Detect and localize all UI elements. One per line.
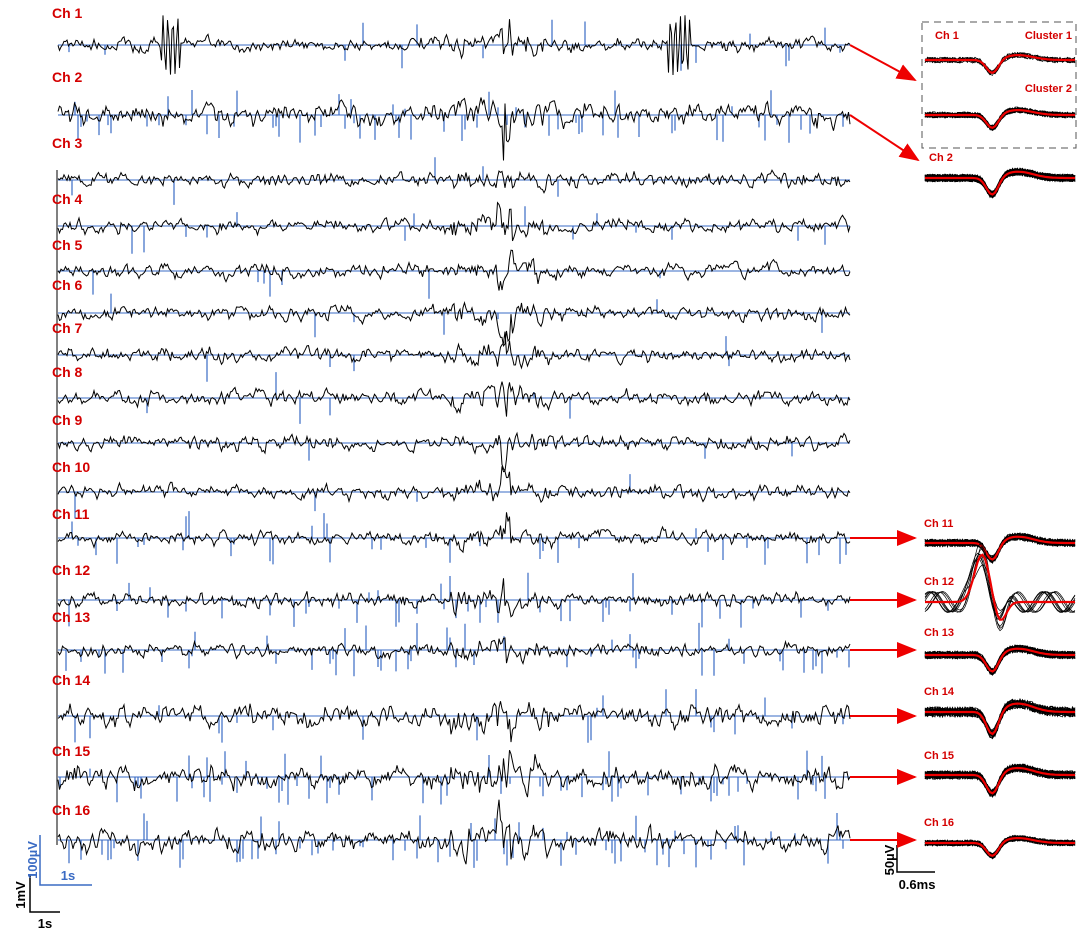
scale-bar-raw <box>39 835 92 886</box>
raw-trace <box>74 474 631 519</box>
arrow <box>849 44 917 81</box>
spike-label: Ch 1 <box>935 30 959 42</box>
spike-waveform <box>924 701 1076 738</box>
trace <box>57 799 851 865</box>
arrow <box>849 114 920 162</box>
channel-label: Ch 8 <box>52 364 83 380</box>
spike-waveform <box>924 644 1076 674</box>
raw-trace <box>146 372 571 424</box>
trace <box>57 750 851 798</box>
mean-waveform <box>925 837 1075 857</box>
raw-trace <box>110 293 823 338</box>
channel-label: Ch 2 <box>52 69 83 85</box>
spike-label: Ch 13 <box>924 627 954 639</box>
spike-label: Ch 14 <box>924 686 955 698</box>
scale-time: 1s <box>38 916 52 931</box>
spike-waveform <box>924 167 1076 193</box>
channel-label: Ch 3 <box>52 135 83 151</box>
spike-label: Ch 12 <box>924 576 954 588</box>
trace <box>57 15 851 76</box>
trace <box>57 701 851 743</box>
channel-label: Ch 1 <box>52 5 83 21</box>
spike-waveform <box>924 53 1076 74</box>
cluster-box <box>921 21 1077 149</box>
spike-label: Ch 11 <box>924 518 953 530</box>
trace <box>57 466 851 504</box>
trace <box>57 637 851 666</box>
mean-waveform <box>925 647 1075 673</box>
mean-waveform <box>925 535 1075 561</box>
channel-label: Ch 7 <box>52 320 83 336</box>
raw-trace <box>92 271 661 299</box>
spike-label: Ch 15 <box>924 750 954 762</box>
raw-trace <box>59 750 826 805</box>
mean-waveform <box>925 766 1075 795</box>
channel-label: Ch 9 <box>52 412 83 428</box>
spike-waveform <box>924 532 1076 563</box>
trace <box>57 578 851 618</box>
raw-trace <box>206 336 730 382</box>
raw-trace <box>65 622 850 677</box>
trace <box>57 249 851 291</box>
raw-trace <box>308 443 793 461</box>
scale-voltage: 100µV <box>25 841 40 879</box>
channel-label: Ch 11 <box>52 506 90 522</box>
channel-label: Ch 14 <box>52 672 90 688</box>
scale-bar-spike <box>896 845 935 873</box>
trace <box>57 331 851 370</box>
spike-waveform <box>925 645 1076 675</box>
trace <box>57 169 851 194</box>
mean-waveform <box>925 553 1075 621</box>
channel-label: Ch 15 <box>52 743 90 759</box>
trace <box>57 381 851 417</box>
channel-label: Ch 12 <box>52 562 90 578</box>
cluster-label: Cluster 2 <box>1025 83 1072 95</box>
scale-bar-filtered <box>29 875 60 913</box>
mean-waveform <box>925 170 1075 196</box>
channel-label: Ch 13 <box>52 609 90 625</box>
trace <box>57 97 851 161</box>
scale-voltage: 50µV <box>882 844 897 875</box>
trace <box>57 512 851 554</box>
scale-time: 1s <box>61 868 75 883</box>
raw-trace <box>71 511 847 565</box>
trace <box>57 431 851 473</box>
channel-label: Ch 5 <box>52 237 83 253</box>
spike-label: Ch 2 <box>929 152 953 164</box>
channel-label: Ch 4 <box>52 191 83 207</box>
mean-waveform <box>925 54 1075 74</box>
scale-time: 0.6ms <box>899 877 936 892</box>
spike-waveform <box>924 564 1076 613</box>
raw-trace <box>131 206 826 254</box>
scale-voltage: 1mV <box>13 881 28 909</box>
raw-trace <box>68 813 844 868</box>
spike-waveform <box>924 548 1076 627</box>
spike-label: Ch 16 <box>924 817 954 829</box>
channel-label: Ch 10 <box>52 459 90 475</box>
cluster-label: Cluster 1 <box>1025 30 1072 42</box>
spike-waveform <box>924 558 1076 614</box>
channel-label: Ch 6 <box>52 277 83 293</box>
spike-waveform <box>924 556 1076 617</box>
trace <box>57 201 851 242</box>
mean-waveform <box>925 702 1075 736</box>
scale-bars: 1mV 1s 100µV 1s 50µV 0.6ms <box>13 835 935 931</box>
mean-waveform <box>925 109 1075 129</box>
raw-trace <box>71 157 559 205</box>
trace <box>57 300 851 347</box>
raw-trace <box>74 90 844 143</box>
raw-trace <box>68 572 829 628</box>
channel-label: Ch 16 <box>52 802 90 818</box>
